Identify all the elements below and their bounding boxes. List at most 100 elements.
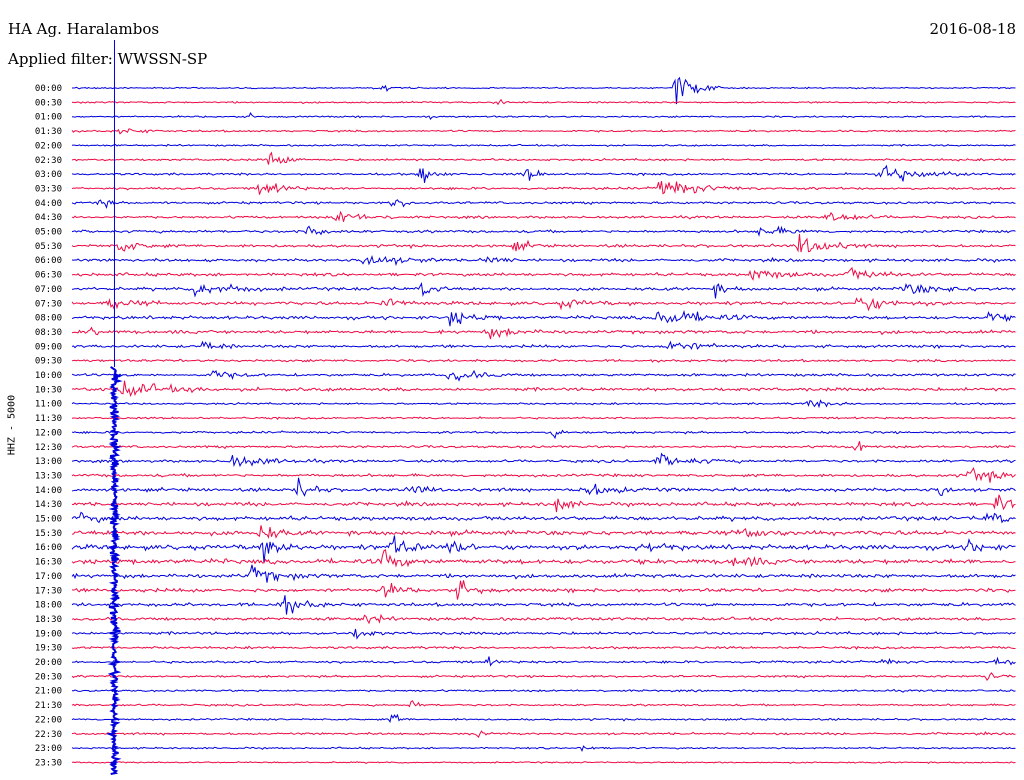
- tick-label: 01:00: [35, 113, 62, 123]
- seismic-trace: [71, 369, 1016, 382]
- tick-label: 02:00: [35, 141, 62, 151]
- tick-label: 07:00: [35, 285, 62, 295]
- station-name: HA Ag. Haralambos: [8, 20, 160, 38]
- seismic-trace: [71, 761, 1016, 764]
- seismic-trace: [71, 180, 1016, 195]
- record-date: 2016-08-18: [929, 20, 1016, 38]
- tick-label: 17:30: [35, 586, 62, 596]
- tick-label: 15:30: [35, 529, 62, 539]
- traces: [71, 76, 1016, 764]
- tick-label: 09:30: [35, 357, 62, 367]
- tick-label: 18:00: [35, 601, 62, 611]
- tick-label: 11:00: [35, 400, 62, 410]
- tick-label: 17:00: [35, 572, 62, 582]
- seismic-trace: [71, 688, 1016, 693]
- tick-label: 14:30: [35, 500, 62, 510]
- large-event-trace: [105, 366, 123, 775]
- tick-label: 00:30: [35, 98, 62, 108]
- tick-label: 16:00: [35, 543, 62, 553]
- tick-label: 10:00: [35, 371, 62, 381]
- seismic-trace: [71, 672, 1016, 681]
- seismic-trace: [71, 297, 1016, 312]
- seismic-trace: [71, 429, 1016, 440]
- tick-label: 21:00: [35, 687, 62, 697]
- seismic-trace: [71, 326, 1016, 340]
- tick-label: 07:30: [35, 299, 62, 309]
- seismic-trace: [71, 730, 1016, 739]
- seismic-trace: [71, 128, 1016, 135]
- big-event: [105, 40, 123, 775]
- seismic-trace: [71, 416, 1016, 420]
- seismic-trace: [71, 511, 1016, 524]
- tick-label: 22:00: [35, 715, 62, 725]
- seismic-trace: [71, 535, 1016, 563]
- seismic-trace: [71, 494, 1016, 513]
- seismic-trace: [71, 76, 1016, 105]
- seismic-trace: [71, 309, 1016, 327]
- tick-label: 10:30: [35, 385, 62, 395]
- tick-label: 15:00: [35, 515, 62, 525]
- seismic-trace: [71, 467, 1016, 483]
- seismic-trace: [71, 233, 1016, 253]
- seismic-trace: [71, 98, 1016, 106]
- tick-label: 21:30: [35, 701, 62, 711]
- seismic-trace: [71, 745, 1016, 753]
- tick-label: 04:00: [35, 199, 62, 209]
- seismic-trace: [71, 358, 1016, 363]
- tick-label: 20:00: [35, 658, 62, 668]
- tick-label: 03:30: [35, 184, 62, 194]
- seismic-trace: [71, 645, 1016, 650]
- tick-label: 23:30: [35, 758, 62, 768]
- tick-label: 12:00: [35, 428, 62, 438]
- seismic-trace: [71, 452, 1016, 468]
- seismic-trace: [71, 340, 1016, 350]
- tick-label: 06:30: [35, 271, 62, 281]
- tick-label: 08:00: [35, 314, 62, 324]
- seismic-trace: [71, 613, 1016, 625]
- seismic-trace: [71, 441, 1016, 451]
- seismic-trace: [71, 143, 1016, 147]
- tick-label: 12:30: [35, 443, 62, 453]
- seismic-trace: [71, 580, 1016, 600]
- seismic-trace: [71, 266, 1016, 281]
- tick-label: 05:30: [35, 242, 62, 252]
- tick-label: 16:30: [35, 558, 62, 568]
- tick-label: 20:30: [35, 672, 62, 682]
- seismic-trace: [71, 282, 1016, 299]
- seismic-trace: [71, 225, 1016, 237]
- seismic-trace: [71, 595, 1016, 615]
- tick-label: 01:30: [35, 127, 62, 137]
- seismic-trace: [71, 151, 1016, 165]
- tick-label: 04:30: [35, 213, 62, 223]
- seismic-trace: [71, 210, 1016, 222]
- tick-label: 00:00: [35, 84, 62, 94]
- seismic-trace: [71, 477, 1016, 497]
- tick-label: 14:00: [35, 486, 62, 496]
- seismic-trace: [71, 656, 1016, 667]
- tick-label: 22:30: [35, 730, 62, 740]
- seismic-trace: [71, 380, 1016, 398]
- tick-label: 18:30: [35, 615, 62, 625]
- seismic-trace: [71, 700, 1016, 708]
- seismic-trace: [71, 399, 1016, 409]
- seismic-trace: [71, 199, 1016, 210]
- seismic-trace: [71, 564, 1016, 583]
- seismic-trace: [71, 254, 1016, 267]
- seismic-trace: [71, 628, 1016, 640]
- time-labels: 00:00 00:30 01:00 01:30 02:00 02:30 03:00 03:30…: [35, 84, 62, 768]
- tick-label: 19:00: [35, 629, 62, 639]
- tick-label: 23:00: [35, 744, 62, 754]
- tick-label: 02:30: [35, 156, 62, 166]
- tick-label: 09:00: [35, 342, 62, 352]
- seismic-trace: [71, 525, 1016, 539]
- tick-label: 11:30: [35, 414, 62, 424]
- seismic-trace: [71, 112, 1016, 121]
- tick-label: 03:00: [35, 170, 62, 180]
- seismic-trace: [71, 164, 1016, 183]
- tick-label: 06:00: [35, 256, 62, 266]
- tick-label: 13:00: [35, 457, 62, 467]
- tick-label: 05:00: [35, 228, 62, 238]
- tick-label: 19:30: [35, 644, 62, 654]
- seismic-trace: [71, 713, 1016, 723]
